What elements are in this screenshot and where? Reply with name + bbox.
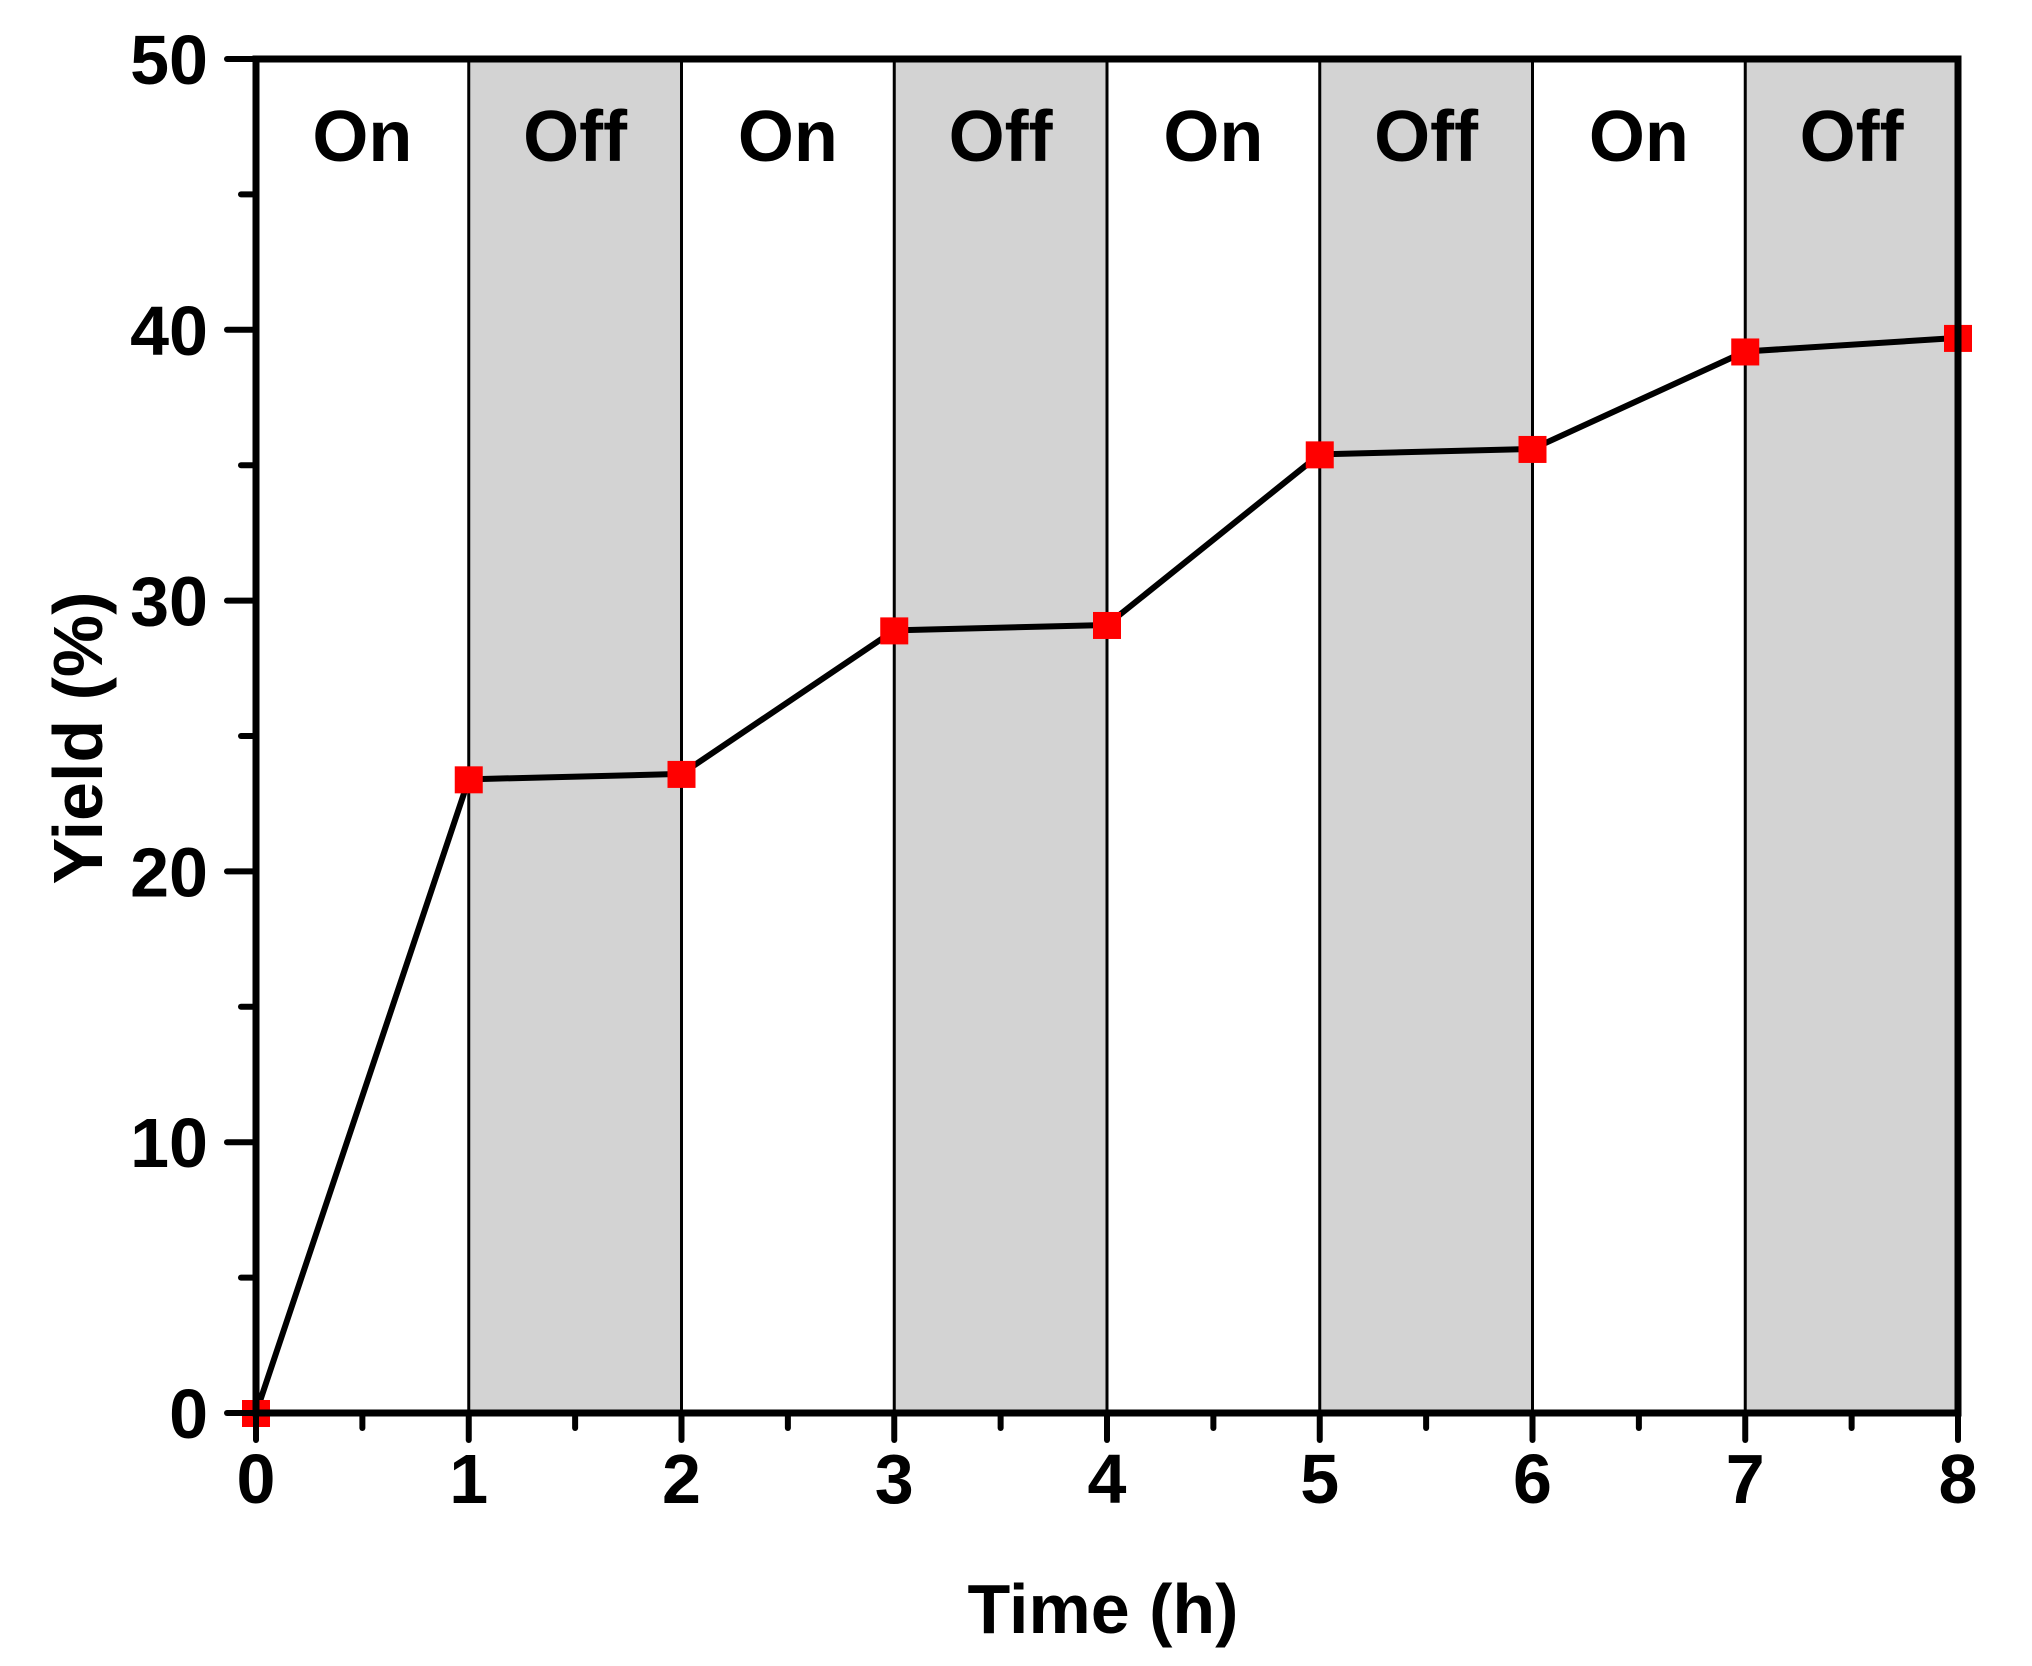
off-phase-label: Off — [523, 97, 628, 177]
x-tick-label: 5 — [1300, 1440, 1339, 1518]
x-tick-label: 8 — [1939, 1440, 1978, 1518]
x-tick-label: 1 — [449, 1440, 488, 1518]
x-tick-label: 3 — [875, 1440, 914, 1518]
data-series — [242, 324, 1972, 1427]
y-axis-title: Yield (%) — [39, 592, 117, 885]
off-phase-label: Off — [1374, 97, 1479, 177]
data-point-marker — [1305, 441, 1334, 469]
x-tick-label: 6 — [1513, 1440, 1552, 1518]
x-tick-label: 4 — [1088, 1440, 1127, 1518]
data-point-marker — [454, 766, 483, 794]
y-axis: 0 10 20 30 40 50 — [130, 21, 259, 1453]
x-axis-title: Time (h) — [968, 1570, 1239, 1648]
off-phase-band — [1319, 59, 1533, 1413]
off-phase-label: Off — [949, 97, 1054, 177]
data-point-marker — [1518, 435, 1547, 463]
on-phase-label: On — [312, 97, 412, 177]
x-tick-label: 2 — [662, 1440, 701, 1518]
on-phase-label: On — [1163, 97, 1263, 177]
off-phase-band — [468, 59, 682, 1413]
data-point-marker — [880, 617, 909, 645]
y-tick-label: 0 — [169, 1375, 208, 1453]
data-point-marker — [1093, 611, 1121, 639]
y-tick-label: 40 — [130, 292, 208, 370]
off-phase-band — [1745, 59, 1958, 1413]
on-phase-label: On — [738, 97, 838, 177]
on-phase-label: On — [1589, 97, 1689, 177]
data-point-marker — [1731, 338, 1760, 366]
x-tick-label: 7 — [1726, 1440, 1765, 1518]
data-point-marker — [667, 760, 696, 788]
phase-labels: On Off On Off On Off On Off — [312, 97, 1904, 177]
y-tick-label: 30 — [130, 563, 208, 641]
light-phase-bands — [467, 59, 1958, 1413]
off-phase-label: Off — [1800, 97, 1905, 177]
y-tick-label: 50 — [130, 21, 208, 99]
y-tick-label: 10 — [130, 1104, 208, 1182]
off-phase-band — [894, 59, 1107, 1413]
x-tick-label: 0 — [237, 1440, 276, 1518]
x-axis: 0 1 2 3 4 5 6 7 8 — [237, 1410, 1978, 1518]
y-tick-label: 20 — [130, 833, 208, 911]
